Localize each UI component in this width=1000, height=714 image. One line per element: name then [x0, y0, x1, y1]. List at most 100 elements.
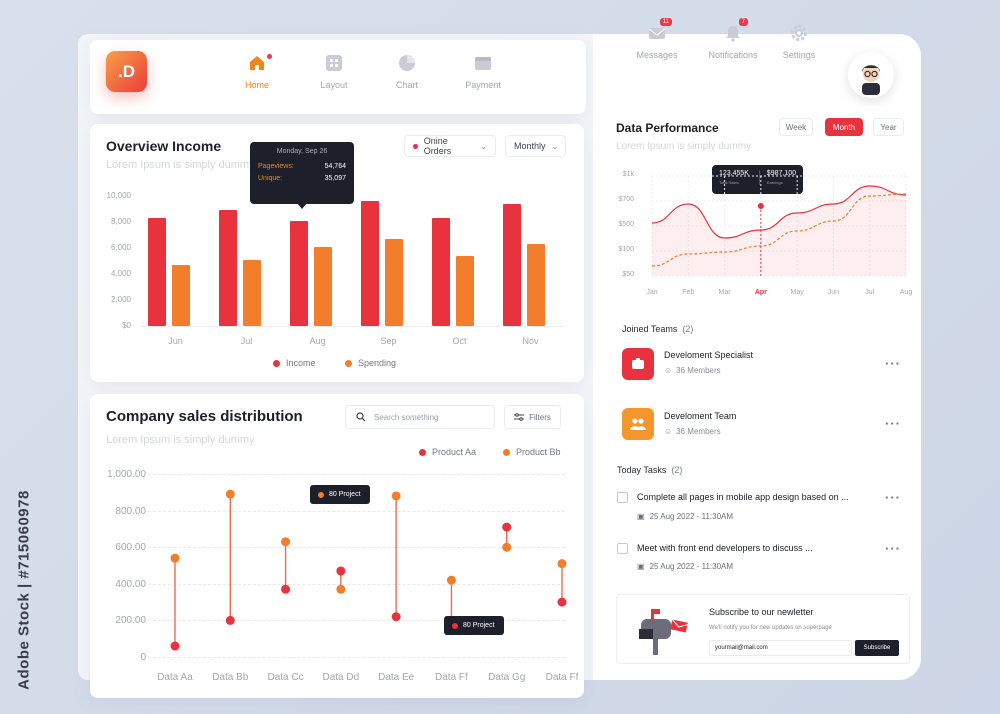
- legend-product-b: Product Bb: [503, 447, 561, 457]
- task-1-text[interactable]: Complete all pages in mobile app design …: [637, 492, 849, 502]
- sales-ytick: 800.00: [115, 505, 146, 517]
- search-input[interactable]: Search something: [345, 405, 495, 429]
- nav-home[interactable]: Home: [222, 54, 292, 90]
- nav-chart[interactable]: Chart: [372, 54, 442, 90]
- task-1-checkbox[interactable]: [617, 492, 628, 503]
- team-1-more-icon[interactable]: ···: [885, 356, 901, 371]
- messages-button[interactable]: 11 Messages: [626, 18, 688, 60]
- legend-product-a-swatch: [419, 448, 426, 456]
- perf-line-total-sales: [651, 193, 907, 267]
- sales-point-product-bb[interactable]: [391, 491, 401, 501]
- settings-button[interactable]: Settings: [768, 24, 830, 60]
- nav-layout[interactable]: Layout: [299, 54, 369, 90]
- avatar-illustration: [862, 65, 880, 95]
- perf-xtick: May: [790, 289, 804, 296]
- perf-area-fill: [652, 186, 906, 276]
- perf-total-label: Total Sales: [719, 180, 739, 185]
- sales-point-product-aa[interactable]: [170, 641, 180, 651]
- perf-xtick: Apr: [754, 289, 767, 296]
- task-1-more-icon[interactable]: ···: [885, 490, 901, 505]
- sales-point-product-bb[interactable]: [281, 537, 291, 547]
- nav-chart-label: Chart: [395, 80, 418, 90]
- notifications-badge: 7: [738, 18, 748, 26]
- income-xtick: Sep: [380, 336, 397, 346]
- subscribe-button[interactable]: Subscribe: [855, 640, 899, 656]
- sales-subtitle: Lorem Ipsum is simply dummy: [106, 434, 255, 446]
- perf-marker-point[interactable]: [757, 203, 764, 209]
- messages-badge: 11: [659, 18, 672, 26]
- orders-filter-dropdown[interactable]: Onine Orders ⌄: [404, 135, 496, 157]
- period-filter-dropdown[interactable]: Monthly ⌄: [505, 135, 566, 157]
- sales-gridline: [148, 547, 565, 549]
- perf-ytick: $50: [622, 271, 634, 278]
- seg-month[interactable]: Month: [825, 118, 863, 136]
- user-avatar[interactable]: [848, 52, 894, 98]
- team-2-members: ☺ 36 Members: [664, 427, 721, 436]
- task-2-more-icon[interactable]: ···: [885, 541, 901, 556]
- perf-xtick: Jul: [865, 289, 875, 296]
- legend-product-b-label: Product Bb: [516, 447, 561, 457]
- tooltip-date: Monday, Sep 26: [276, 148, 328, 155]
- income-ytick: 4,000: [110, 269, 131, 278]
- sales-point-product-aa[interactable]: [502, 522, 512, 532]
- sales-xtick: Data Ee: [378, 672, 415, 683]
- sales-point-product-bb[interactable]: [557, 559, 567, 569]
- chevron-down-icon: ⌄: [551, 141, 559, 151]
- newsletter-card: Subscribe to our newletter We'll notify …: [616, 594, 910, 664]
- sales-xtick: Data Dd: [322, 672, 360, 683]
- nav-payment[interactable]: Payment: [448, 54, 518, 90]
- project-tag-2: 80 Project: [444, 616, 504, 635]
- income-ytick: 2,000: [110, 295, 131, 304]
- sales-point-product-aa[interactable]: [281, 584, 291, 594]
- perf-xtick: Jun: [827, 289, 840, 296]
- sales-ytick: 1,000.00: [107, 469, 146, 480]
- nav-layout-label: Layout: [320, 80, 348, 90]
- top-navigation: .D Home Layout Chart Payment: [90, 40, 586, 114]
- task-2-text[interactable]: Meet with front end developers to discus…: [637, 543, 813, 553]
- sales-gridline: [148, 474, 565, 475]
- performance-title: Data Performance: [616, 121, 719, 135]
- sales-point-product-bb[interactable]: [225, 489, 235, 499]
- tasks-count: (2): [671, 465, 683, 475]
- perf-ytick: $500: [618, 221, 634, 228]
- seg-year[interactable]: Year: [873, 118, 904, 136]
- mailbox-illustration: [639, 609, 688, 655]
- sales-point-product-aa[interactable]: [557, 597, 567, 607]
- task-2-checkbox[interactable]: [617, 543, 628, 554]
- seg-week[interactable]: Week: [779, 118, 813, 136]
- income-bar-spending: [385, 238, 403, 326]
- sales-gridline: [148, 657, 565, 658]
- sales-ytick: 600.00: [115, 542, 146, 554]
- brand-logo[interactable]: .D: [106, 51, 147, 92]
- sales-point-product-bb[interactable]: [170, 553, 180, 563]
- nav-payment-label: Payment: [465, 80, 501, 90]
- team-2-more-icon[interactable]: ···: [885, 416, 901, 431]
- legend-income: Income: [273, 358, 316, 368]
- performance-tooltip: 123,455K Total Sales $987,100 Earnings: [712, 165, 803, 194]
- perf-ytick: $700: [618, 196, 634, 203]
- sales-xtick: Data Ff: [435, 672, 468, 683]
- project-tag-2-label: 80 Project: [463, 622, 495, 629]
- home-icon: [250, 56, 264, 70]
- team-1-name[interactable]: Develoment Specialist: [664, 350, 754, 360]
- sales-point-product-aa[interactable]: [225, 615, 235, 625]
- sales-point-product-bb[interactable]: [446, 575, 456, 585]
- filters-button[interactable]: Filters: [504, 405, 561, 429]
- sales-point-product-aa[interactable]: [336, 566, 346, 576]
- search-icon: [356, 412, 366, 422]
- team-badge-icon: [632, 358, 644, 369]
- perf-xtick: Feb: [682, 289, 695, 296]
- sales-point-product-bb[interactable]: [502, 542, 512, 552]
- task-2-date-label: 25 Aug 2022 - 11:30AM: [649, 562, 734, 571]
- notifications-button[interactable]: 7 Notifications: [701, 18, 765, 60]
- legend-product-a: Product Aa: [419, 447, 476, 457]
- mail-icon: 11: [648, 18, 672, 42]
- legend-income-swatch: [273, 359, 280, 367]
- sales-ytick: 0: [140, 652, 146, 663]
- newsletter-email-input[interactable]: yourmail@mail.com: [709, 640, 852, 656]
- sales-ytick: 400.00: [115, 578, 146, 590]
- team-2-name[interactable]: Develoment Team: [664, 411, 737, 421]
- sales-point-product-aa[interactable]: [391, 612, 401, 622]
- tooltip-unique-key: Unique:: [258, 175, 283, 182]
- sales-point-product-bb[interactable]: [336, 584, 346, 594]
